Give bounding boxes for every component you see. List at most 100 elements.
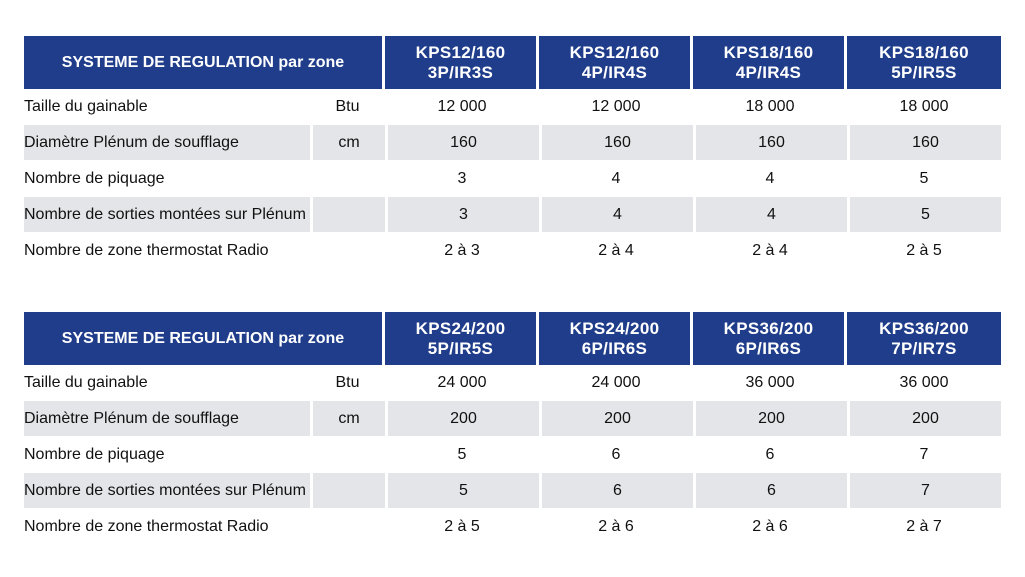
row-value: 3 bbox=[385, 196, 539, 233]
table-row: Nombre de piquage 5 6 6 7 bbox=[24, 437, 1001, 472]
row-value: 2 à 5 bbox=[444, 517, 480, 535]
model-header: KPS12/160 4P/IR4S bbox=[539, 36, 693, 89]
model-name: KPS24/200 bbox=[569, 318, 660, 338]
row-unit: Btu bbox=[335, 97, 360, 115]
table-row: Nombre de zone thermostat Radio 2 à 3 2 … bbox=[24, 233, 1001, 268]
row-unit bbox=[310, 437, 385, 472]
row-label: Nombre de zone thermostat Radio bbox=[24, 241, 269, 259]
model-header: KPS18/160 4P/IR4S bbox=[693, 36, 847, 89]
model-name: KPS12/160 bbox=[415, 42, 506, 62]
row-unit bbox=[310, 509, 385, 544]
row-label: Nombre de piquage bbox=[24, 445, 165, 463]
row-value: 7 bbox=[919, 445, 929, 463]
model-header: KPS36/200 6P/IR6S bbox=[693, 312, 847, 365]
row-value: 160 bbox=[539, 124, 693, 161]
row-value: 5 bbox=[919, 169, 929, 187]
row-value: 6 bbox=[693, 472, 847, 509]
model-variant: 3P/IR3S bbox=[427, 62, 494, 82]
row-value: 6 bbox=[611, 445, 621, 463]
model-variant: 4P/IR4S bbox=[735, 62, 802, 82]
model-header: KPS24/200 5P/IR5S bbox=[385, 312, 539, 365]
row-value: 12 000 bbox=[591, 97, 641, 115]
row-label: Taille du gainable bbox=[24, 373, 148, 391]
model-name: KPS36/200 bbox=[879, 318, 969, 338]
row-value: 200 bbox=[539, 400, 693, 437]
row-value: 18 000 bbox=[745, 97, 795, 115]
row-value: 160 bbox=[693, 124, 847, 161]
row-unit: Btu bbox=[335, 373, 360, 391]
row-label: Taille du gainable bbox=[24, 97, 148, 115]
model-variant: 7P/IR7S bbox=[891, 338, 957, 358]
row-label: Nombre de sorties montées sur Plénum bbox=[24, 196, 310, 233]
row-value: 200 bbox=[693, 400, 847, 437]
row-label: Nombre de sorties montées sur Plénum bbox=[24, 472, 310, 509]
model-name: KPS36/200 bbox=[723, 318, 814, 338]
row-unit: cm bbox=[310, 124, 385, 161]
row-value: 36 000 bbox=[745, 373, 795, 391]
model-header: KPS12/160 3P/IR3S bbox=[385, 36, 539, 89]
row-value: 200 bbox=[847, 400, 1001, 437]
model-name: KPS12/160 bbox=[569, 42, 660, 62]
row-value: 160 bbox=[847, 124, 1001, 161]
row-value: 6 bbox=[539, 472, 693, 509]
row-value: 200 bbox=[385, 400, 539, 437]
row-value: 4 bbox=[765, 169, 775, 187]
row-unit bbox=[310, 472, 385, 509]
table-header: SYSTEME DE REGULATION par zone KPS24/200… bbox=[24, 312, 1001, 365]
row-label: Diamètre Plénum de soufflage bbox=[24, 400, 310, 437]
model-variant: 5P/IR5S bbox=[427, 338, 494, 358]
row-value: 2 à 6 bbox=[598, 517, 634, 535]
row-value: 5 bbox=[847, 196, 1001, 233]
row-value: 5 bbox=[457, 445, 467, 463]
row-unit: cm bbox=[310, 400, 385, 437]
row-value: 2 à 4 bbox=[752, 241, 788, 259]
model-variant: 5P/IR5S bbox=[891, 62, 957, 82]
model-header: KPS24/200 6P/IR6S bbox=[539, 312, 693, 365]
table-row: Nombre de sorties montées sur Plénum 5 6… bbox=[24, 472, 1001, 509]
model-name: KPS18/160 bbox=[723, 42, 814, 62]
row-value: 4 bbox=[693, 196, 847, 233]
row-value: 12 000 bbox=[437, 97, 487, 115]
table-header: SYSTEME DE REGULATION par zone KPS12/160… bbox=[24, 36, 1001, 89]
table-row: Nombre de sorties montées sur Plénum 3 4… bbox=[24, 196, 1001, 233]
row-value: 24 000 bbox=[437, 373, 487, 391]
model-variant: 4P/IR4S bbox=[581, 62, 648, 82]
spec-table-2: SYSTEME DE REGULATION par zone KPS24/200… bbox=[24, 312, 1001, 544]
table-row: Taille du gainable Btu 24 000 24 000 36 … bbox=[24, 365, 1001, 400]
table-row: Nombre de zone thermostat Radio 2 à 5 2 … bbox=[24, 509, 1001, 544]
row-value: 2 à 3 bbox=[444, 241, 480, 259]
row-value: 2 à 7 bbox=[906, 517, 942, 535]
table-title: SYSTEME DE REGULATION par zone bbox=[24, 312, 385, 365]
row-value: 7 bbox=[847, 472, 1001, 509]
row-value: 4 bbox=[539, 196, 693, 233]
table-row: Taille du gainable Btu 12 000 12 000 18 … bbox=[24, 89, 1001, 124]
row-label: Nombre de piquage bbox=[24, 169, 165, 187]
row-unit bbox=[310, 161, 385, 196]
row-label: Diamètre Plénum de soufflage bbox=[24, 124, 310, 161]
row-value: 2 à 4 bbox=[598, 241, 634, 259]
model-variant: 6P/IR6S bbox=[581, 338, 648, 358]
row-value: 18 000 bbox=[899, 97, 949, 115]
row-value: 2 à 5 bbox=[906, 241, 942, 259]
table-row: Diamètre Plénum de soufflage cm 160 160 … bbox=[24, 124, 1001, 161]
table-row: Diamètre Plénum de soufflage cm 200 200 … bbox=[24, 400, 1001, 437]
row-value: 4 bbox=[611, 169, 621, 187]
model-header: KPS18/160 5P/IR5S bbox=[847, 36, 1001, 89]
row-value: 160 bbox=[385, 124, 539, 161]
spec-table-1: SYSTEME DE REGULATION par zone KPS12/160… bbox=[24, 36, 1001, 268]
table-row: Nombre de piquage 3 4 4 5 bbox=[24, 161, 1001, 196]
row-value: 24 000 bbox=[591, 373, 641, 391]
row-value: 2 à 6 bbox=[752, 517, 788, 535]
row-label: Nombre de zone thermostat Radio bbox=[24, 517, 269, 535]
row-value: 6 bbox=[765, 445, 775, 463]
row-unit bbox=[310, 233, 385, 268]
model-name: KPS24/200 bbox=[415, 318, 506, 338]
model-header: KPS36/200 7P/IR7S bbox=[847, 312, 1001, 365]
row-value: 5 bbox=[385, 472, 539, 509]
model-name: KPS18/160 bbox=[879, 42, 969, 62]
row-value: 3 bbox=[457, 169, 467, 187]
row-value: 36 000 bbox=[899, 373, 949, 391]
model-variant: 6P/IR6S bbox=[735, 338, 802, 358]
row-unit bbox=[310, 196, 385, 233]
table-title: SYSTEME DE REGULATION par zone bbox=[24, 36, 385, 89]
